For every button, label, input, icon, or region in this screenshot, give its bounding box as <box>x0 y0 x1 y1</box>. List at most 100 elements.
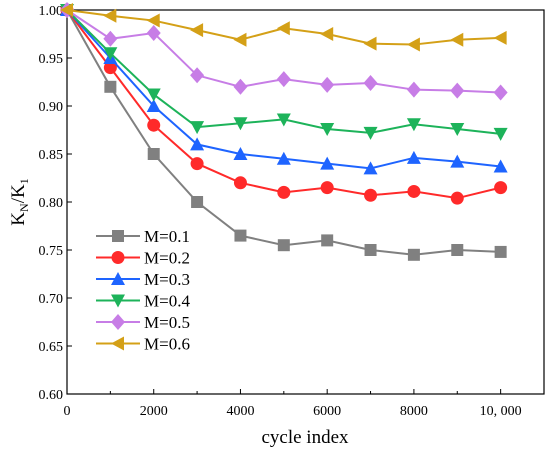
data-point <box>233 147 248 160</box>
legend-entry: M=0.1 <box>96 227 190 246</box>
series-M=0.2 <box>60 3 508 205</box>
x-tick-label: 8000 <box>400 404 428 419</box>
legend-label: M=0.1 <box>144 227 190 246</box>
data-point <box>147 118 161 132</box>
legend-entry: M=0.6 <box>96 335 190 354</box>
x-axis-ticks: 0 2000 4000 6000 8000 10, 000 <box>64 389 522 419</box>
y-axis-title: KN/K1 <box>8 178 31 225</box>
data-point <box>364 244 377 256</box>
data-point <box>146 88 161 102</box>
data-point <box>190 137 205 151</box>
data-point <box>103 8 117 23</box>
y-tick-label: 1.00 <box>39 4 64 19</box>
data-point <box>276 113 291 127</box>
legend-label: M=0.5 <box>144 313 190 332</box>
data-point <box>103 30 118 47</box>
legend-label: M=0.4 <box>144 292 190 311</box>
data-point <box>451 244 464 256</box>
data-point <box>406 81 421 98</box>
series-line <box>66 9 501 200</box>
data-point <box>406 118 421 132</box>
data-point <box>320 123 335 137</box>
legend-label: M=0.6 <box>144 335 190 354</box>
data-point <box>406 37 420 52</box>
data-point <box>450 82 465 99</box>
data-point <box>363 126 378 140</box>
data-point <box>190 67 205 84</box>
legend-entry: M=0.5 <box>96 313 190 332</box>
plot-frame <box>66 9 545 395</box>
data-point <box>450 123 465 137</box>
x-tick-label: 10, 000 <box>480 404 522 419</box>
data-point <box>147 148 160 160</box>
legend-marker <box>112 230 124 242</box>
data-point <box>146 13 160 28</box>
data-point <box>321 234 334 247</box>
data-point <box>363 74 378 91</box>
y-tick-label: 0.90 <box>39 100 64 115</box>
legend-marker <box>111 336 124 351</box>
data-point <box>60 3 73 17</box>
y-tick-label: 0.70 <box>39 292 64 307</box>
data-point <box>363 36 377 51</box>
data-point <box>493 127 508 141</box>
legend: M=0.1 M=0.2 M=0.3 M=0.4 M=0.5 M=0.6 <box>96 227 190 354</box>
data-point <box>494 181 508 195</box>
data-point <box>190 23 204 38</box>
data-point <box>363 161 378 175</box>
x-tick-label: 2000 <box>140 404 168 419</box>
y-axis-title-sub-n: N <box>17 203 31 212</box>
data-point <box>233 176 247 190</box>
y-tick-label: 0.80 <box>39 196 64 211</box>
y-tick-label: 0.65 <box>39 340 64 355</box>
data-point <box>277 185 291 199</box>
data-point <box>234 229 247 242</box>
legend-marker <box>111 314 125 330</box>
data-point <box>493 30 507 45</box>
data-point <box>190 157 204 171</box>
data-point <box>450 32 464 47</box>
legend-entry: M=0.4 <box>96 292 190 311</box>
data-point <box>276 71 291 88</box>
data-point <box>233 78 248 95</box>
x-tick-label: 0 <box>64 404 71 419</box>
data-point <box>494 245 507 258</box>
data-point <box>103 61 117 75</box>
data-point <box>493 84 508 101</box>
legend-entry: M=0.3 <box>96 270 190 289</box>
data-point <box>407 248 420 261</box>
data-point <box>364 188 378 202</box>
data-point <box>450 191 464 205</box>
legend-label: M=0.3 <box>144 270 190 289</box>
series-M=0.6 <box>60 3 507 52</box>
data-point <box>320 27 334 41</box>
data-point <box>276 21 290 36</box>
data-point <box>191 196 204 208</box>
x-axis-title: cycle index <box>261 427 349 448</box>
y-tick-label: 0.95 <box>39 52 64 67</box>
y-tick-label: 0.60 <box>39 388 64 403</box>
data-point <box>406 150 421 164</box>
data-point <box>190 121 205 135</box>
y-tick-label: 0.85 <box>39 148 64 163</box>
legend-entry: M=0.2 <box>96 249 190 268</box>
data-point <box>320 181 334 195</box>
y-tick-label: 0.75 <box>39 244 64 259</box>
data-point <box>146 99 161 112</box>
data-point <box>233 117 248 131</box>
data-point <box>277 239 290 252</box>
data-point <box>450 154 465 168</box>
series-line <box>66 9 501 256</box>
legend-marker <box>111 251 125 264</box>
data-point <box>276 151 291 165</box>
y-axis-title-base: K <box>8 212 29 226</box>
data-point <box>320 76 335 93</box>
x-tick-label: 4000 <box>226 404 254 419</box>
y-axis-title-sep: /K <box>8 184 29 203</box>
data-point <box>407 184 421 198</box>
y-axis-ticks: 0.60 0.65 0.70 0.75 0.80 0.85 0.90 0.95 1.00 <box>39 4 72 403</box>
data-point <box>493 159 508 173</box>
data-point <box>146 25 161 42</box>
data-point <box>320 156 335 170</box>
